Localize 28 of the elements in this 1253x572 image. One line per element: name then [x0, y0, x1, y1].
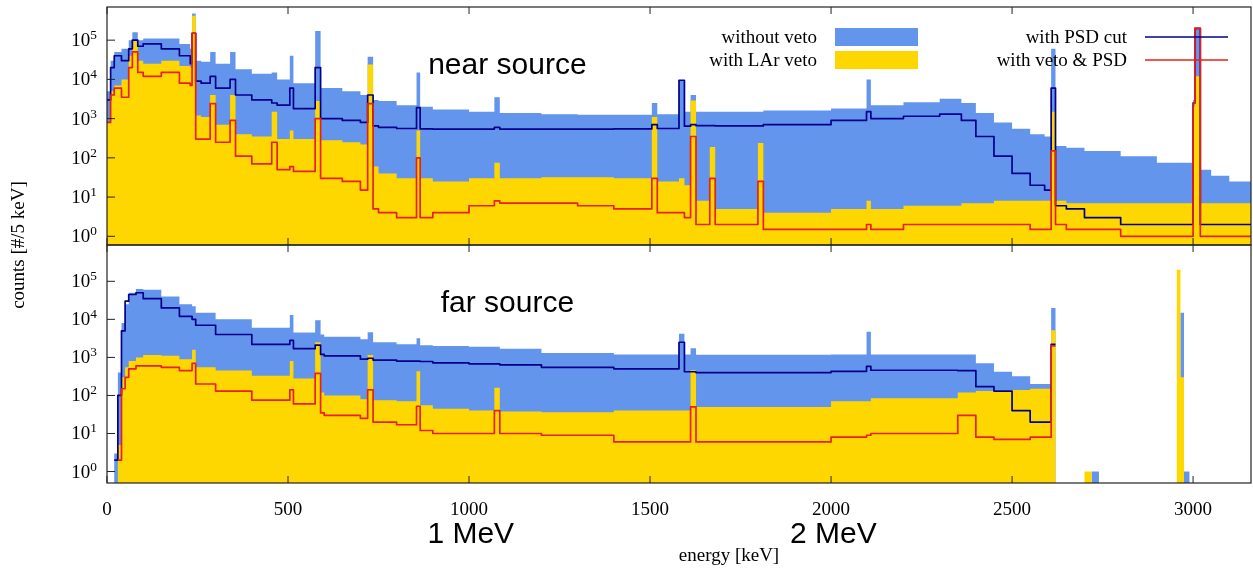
y-tick-label: 10$^{0}$	[71, 458, 98, 482]
y-tick-label: 10$^{3}$	[71, 343, 98, 368]
annotation: far source	[440, 285, 575, 318]
y-tick-label: 10$^{0}$	[71, 222, 98, 247]
text: 2 MeV	[790, 516, 877, 549]
y-tick-label: 10$^{5}$	[71, 26, 98, 51]
x-tick-label: 500	[273, 498, 303, 519]
y-tick-label: 10$^{2}$	[71, 381, 97, 406]
y-axis-title: counts [#/5 keV]	[7, 181, 28, 309]
x-tick-label: 2000	[812, 498, 851, 519]
x-tick-label: 1500	[631, 498, 670, 519]
x-axis-title: energy [keV]	[678, 544, 780, 565]
legend-label: with PSD cut	[1025, 26, 1128, 47]
annotation: near source	[428, 47, 587, 80]
y-tick-label: 10$^{4}$	[71, 65, 98, 90]
x-tick-label: 3000	[1174, 498, 1213, 519]
y-tick-label: 10$^{4}$	[71, 305, 98, 330]
legend-label: without veto	[721, 26, 817, 47]
y-tick-label: 10$^{1}$	[71, 420, 97, 444]
y-tick-label: 10$^{5}$	[71, 267, 98, 292]
x-tick-label: 1000	[450, 498, 489, 519]
y-tick-label: 10$^{1}$	[71, 183, 97, 208]
text: 1 MeV	[427, 516, 515, 549]
y-tick-label: 10$^{2}$	[71, 144, 97, 168]
y-tick-label: 10$^{3}$	[71, 105, 98, 129]
legend-label: with LAr veto	[709, 49, 817, 70]
x-tick-label: 0	[102, 498, 112, 519]
x-tick-label: 2500	[993, 498, 1032, 519]
